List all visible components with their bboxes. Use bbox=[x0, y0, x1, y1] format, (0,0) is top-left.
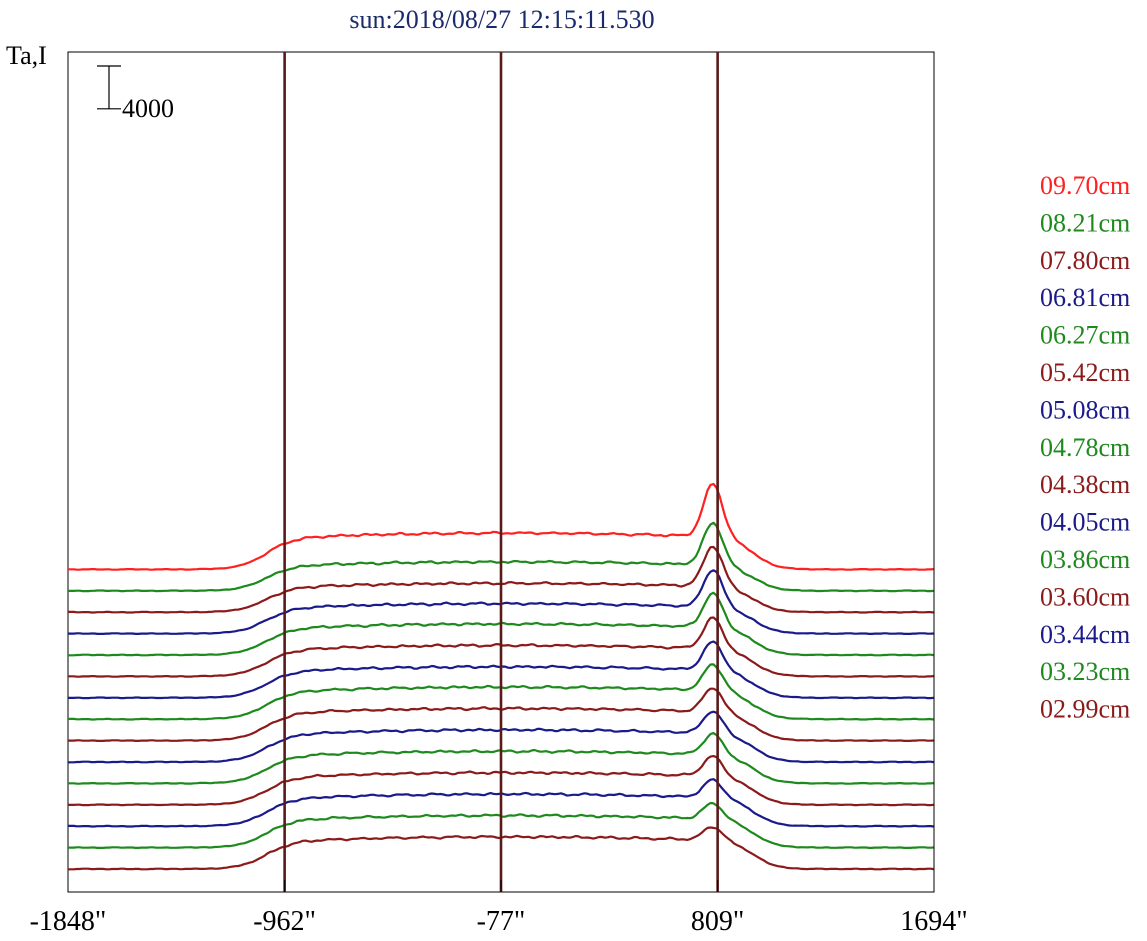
legend-entry: 02.99cm bbox=[1040, 695, 1130, 724]
legend-entry: 08.21cm bbox=[1040, 208, 1130, 237]
chart-title: sun:2018/08/27 12:15:11.530 bbox=[349, 5, 654, 34]
legend-entry: 05.08cm bbox=[1040, 395, 1130, 424]
legend-entry: 09.70cm bbox=[1040, 171, 1130, 200]
legend-entry: 05.42cm bbox=[1040, 358, 1130, 387]
y-axis-label: Ta,I bbox=[6, 41, 47, 70]
legend-entry: 06.27cm bbox=[1040, 321, 1130, 350]
legend-entry: 03.44cm bbox=[1040, 620, 1130, 649]
legend-entry: 04.05cm bbox=[1040, 508, 1130, 537]
legend-entry: 03.23cm bbox=[1040, 657, 1130, 686]
legend-entry: 04.38cm bbox=[1040, 470, 1130, 499]
legend-entry: 04.78cm bbox=[1040, 433, 1130, 462]
x-tick-label: -1848" bbox=[30, 906, 107, 937]
x-tick-label: 1694" bbox=[900, 906, 967, 937]
legend-entry: 07.80cm bbox=[1040, 246, 1130, 275]
x-tick-label: -77" bbox=[477, 906, 526, 937]
x-axis: -1848" -962" -77" 809" 1694" bbox=[30, 880, 968, 937]
legend-entry: 03.60cm bbox=[1040, 582, 1130, 611]
legend-entry: 03.86cm bbox=[1040, 545, 1130, 574]
marker-layer bbox=[283, 52, 719, 892]
x-tick-label: -962" bbox=[253, 906, 316, 937]
legend-entry: 06.81cm bbox=[1040, 283, 1130, 312]
x-tick-label: 809" bbox=[691, 906, 744, 937]
scale-bar: 4000 bbox=[97, 65, 174, 123]
scale-bar-label: 4000 bbox=[122, 94, 174, 123]
legend: 09.70cm 08.21cm 07.80cm 06.81cm 06.27cm 05.42… bbox=[1040, 171, 1130, 724]
